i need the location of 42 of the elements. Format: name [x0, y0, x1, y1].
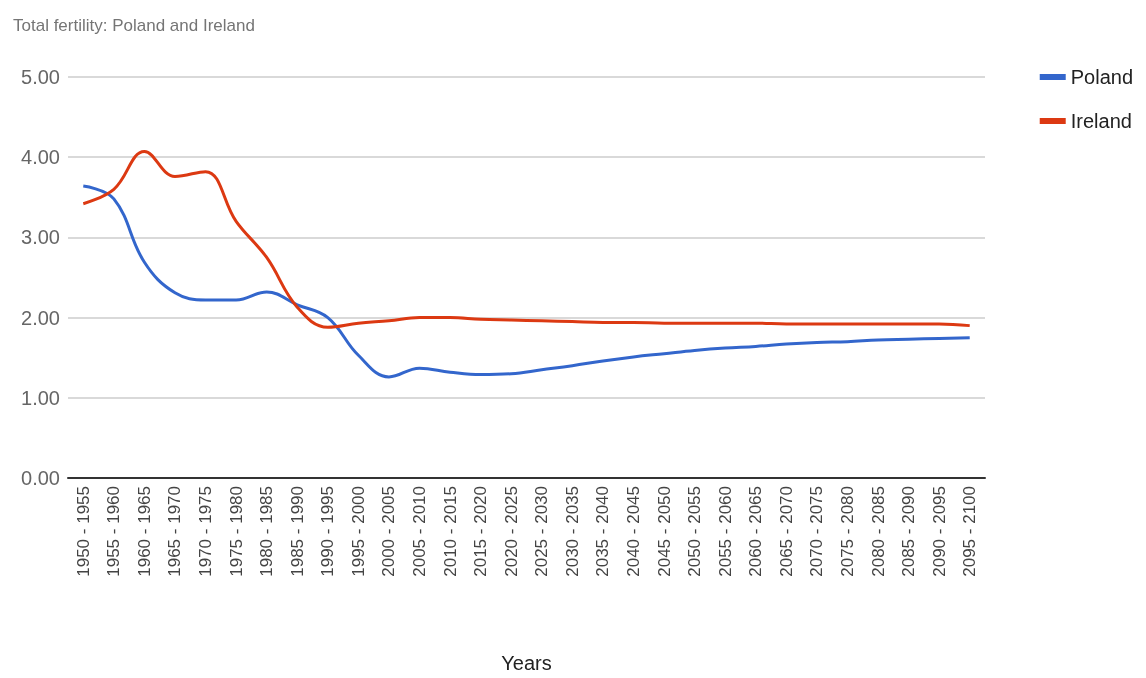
x-tick-label: 1965 - 1970: [165, 486, 185, 577]
x-tick-label: 2005 - 2010: [410, 486, 430, 577]
x-tick-label: 2090 - 2095: [929, 486, 949, 577]
x-tick-label: 2000 - 2005: [379, 486, 399, 577]
x-tick-label: 2030 - 2035: [562, 486, 582, 577]
legend-label: Ireland: [1070, 110, 1132, 132]
x-tick-label: 1980 - 1985: [257, 486, 277, 577]
x-axis-title: Years: [501, 652, 552, 674]
x-tick-label: 2085 - 2090: [899, 486, 919, 577]
y-tick-label: 1.00: [21, 386, 60, 409]
y-tick-label: 5.00: [21, 66, 60, 88]
x-tick-label: 2015 - 2020: [471, 486, 491, 577]
x-tick-label: 2040 - 2045: [623, 486, 643, 577]
y-tick-label: 2.00: [21, 306, 60, 329]
y-tick-label: 3.00: [21, 226, 60, 249]
y-tick-label: 4.00: [21, 146, 60, 169]
x-tick-label: 2010 - 2015: [440, 486, 460, 577]
x-tick-label: 1975 - 1980: [226, 486, 246, 577]
x-tick-label: 2065 - 2070: [776, 486, 796, 577]
x-tick-label: 2075 - 2080: [837, 486, 857, 577]
x-tick-label: 1990 - 1995: [318, 486, 338, 577]
x-tick-label: 2020 - 2025: [501, 486, 521, 577]
x-tick-label: 1950 - 1955: [73, 486, 93, 577]
x-tick-label: 2060 - 2065: [746, 486, 766, 577]
x-tick-label: 2035 - 2040: [593, 486, 613, 577]
x-tick-label: 2095 - 2100: [960, 486, 980, 577]
x-tick-label: 2050 - 2055: [685, 486, 705, 577]
x-tick-label: 2025 - 2030: [532, 486, 552, 577]
chart-title: Total fertility: Poland and Ireland: [13, 16, 255, 35]
legend-label: Poland: [1070, 66, 1134, 88]
x-tick-label: 2055 - 2060: [715, 486, 735, 577]
x-tick-label: 2070 - 2075: [807, 486, 827, 577]
x-tick-label: 1955 - 1960: [104, 486, 124, 577]
x-tick-label: 1985 - 1990: [287, 486, 307, 577]
x-tick-label: 1970 - 1975: [196, 486, 216, 577]
x-tick-label: 2080 - 2085: [868, 486, 888, 577]
line-series: [81, 150, 972, 329]
y-tick-label: 0.00: [21, 467, 60, 489]
x-tick-label: 1960 - 1965: [134, 486, 154, 577]
x-tick-label: 2045 - 2050: [654, 486, 674, 577]
line-series: [81, 184, 972, 379]
x-tick-label: 1995 - 2000: [348, 486, 368, 577]
